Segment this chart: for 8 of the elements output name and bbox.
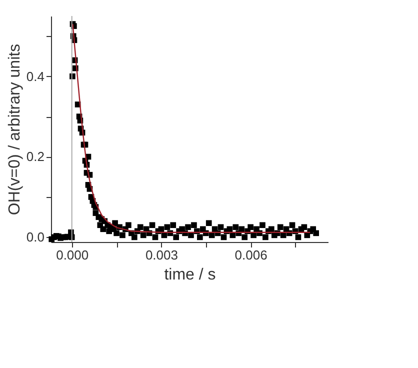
y-tick-label: 0.0 xyxy=(26,230,44,245)
x-tick-label: 0.003 xyxy=(145,248,178,262)
y-axis-title: OH(v=0) / arbitrary units xyxy=(6,44,24,216)
x-tick-label: 0.006 xyxy=(234,248,268,262)
y-tick-label: 0.2 xyxy=(26,149,44,164)
x-tick-label: 0.000 xyxy=(56,248,89,262)
y-tick-label: 0.4 xyxy=(26,68,44,84)
x-axis-title: time / s xyxy=(164,266,216,284)
